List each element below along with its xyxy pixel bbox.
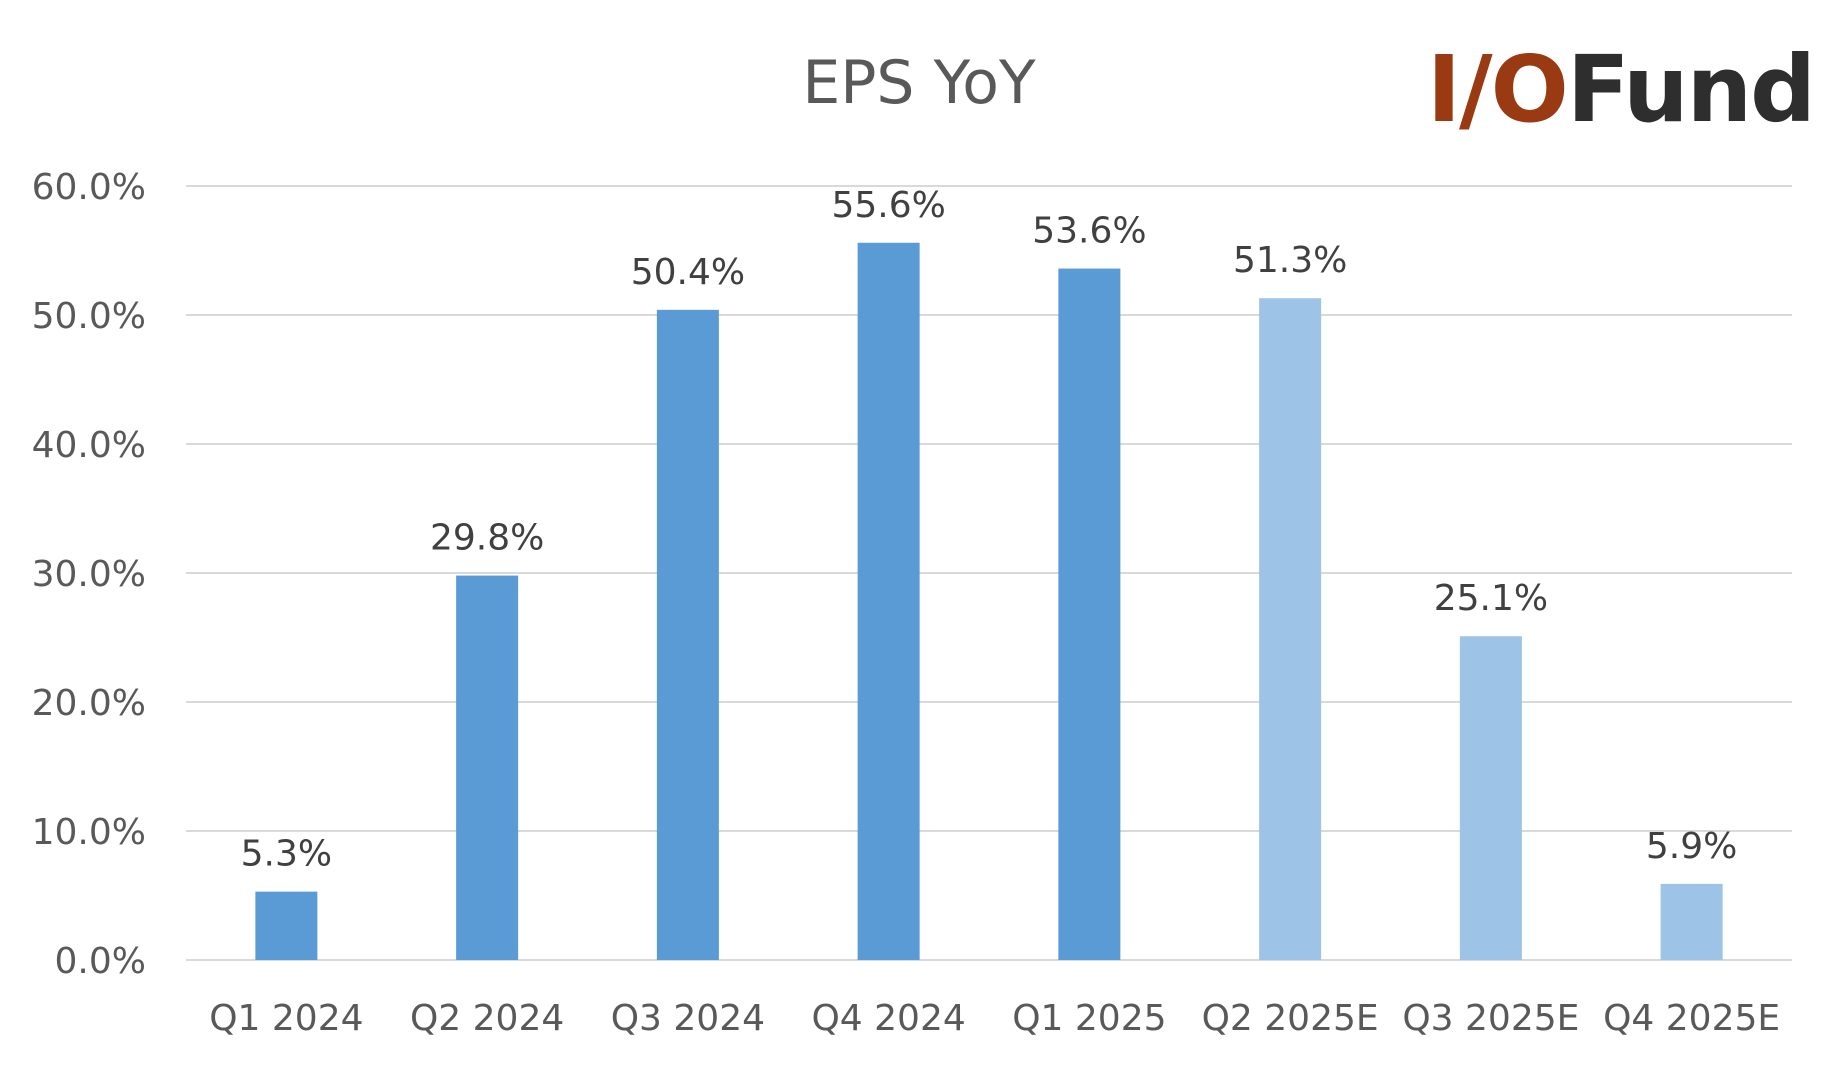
data-label: 51.3%: [1233, 240, 1347, 281]
data-label: 25.1%: [1434, 578, 1548, 619]
bar: [456, 575, 519, 960]
y-tick-label: 20.0%: [32, 683, 146, 724]
x-tick-label: Q2 2024: [410, 998, 564, 1039]
bar: [857, 242, 920, 960]
y-tick-label: 0.0%: [55, 941, 146, 982]
x-tick-label: Q1 2024: [209, 998, 363, 1039]
bar: [1058, 268, 1121, 960]
x-tick-label: Q2 2025E: [1202, 998, 1379, 1039]
y-tick-label: 60.0%: [32, 167, 146, 208]
data-label: 5.3%: [241, 834, 332, 875]
x-tick-label: Q3 2024: [611, 998, 765, 1039]
data-label: 5.9%: [1646, 826, 1737, 867]
bar: [656, 309, 719, 961]
chart-title-text: EPS YoY: [802, 48, 1036, 118]
logo-part-fund: Fund: [1566, 36, 1816, 143]
bar: [1459, 636, 1522, 960]
io-fund-logo: I/OFund: [1427, 44, 1816, 136]
y-tick-label: 10.0%: [32, 812, 146, 853]
bar: [1660, 883, 1723, 960]
y-tick-label: 40.0%: [32, 425, 146, 466]
logo-part-io: I/O: [1426, 36, 1569, 143]
y-tick-label: 30.0%: [32, 554, 146, 595]
data-label: 53.6%: [1032, 211, 1146, 252]
chart-title: EPS YoY: [0, 48, 1838, 118]
bar: [255, 891, 318, 960]
y-tick-label: 50.0%: [32, 296, 146, 337]
x-tick-label: Q3 2025E: [1402, 998, 1579, 1039]
bar: [1259, 298, 1322, 961]
data-label: 50.4%: [631, 252, 745, 293]
x-tick-label: Q4 2024: [811, 998, 965, 1039]
x-tick-label: Q4 2025E: [1603, 998, 1780, 1039]
x-tick-label: Q1 2025: [1012, 998, 1166, 1039]
data-label: 55.6%: [831, 185, 945, 226]
data-label: 29.8%: [430, 518, 544, 559]
